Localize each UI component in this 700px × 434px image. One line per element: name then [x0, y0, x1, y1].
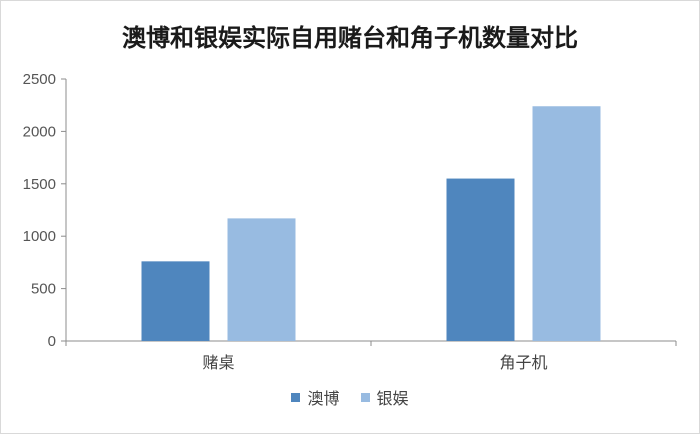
- y-tick-label: 500: [31, 281, 56, 298]
- x-category-label: 赌桌: [202, 353, 234, 372]
- y-tick-label: 1500: [23, 176, 56, 193]
- legend: 澳博 银娱: [0, 385, 700, 409]
- legend-label-yinyu: 银娱: [376, 389, 409, 408]
- y-tick-label: 0: [48, 333, 56, 350]
- chart-title: 澳博和银娱实际自用赌台和角子机数量对比: [122, 23, 578, 52]
- y-tick-label: 2000: [23, 123, 56, 140]
- bar: [532, 106, 601, 341]
- bar: [141, 261, 210, 341]
- bar: [227, 218, 296, 341]
- legend-swatch-aobo: [291, 392, 301, 402]
- y-tick-label: 2500: [23, 71, 56, 88]
- legend-label-aobo: 澳博: [307, 389, 340, 408]
- x-category-label: 角子机: [499, 353, 547, 372]
- y-tick-label: 1000: [23, 228, 56, 245]
- legend-item-aobo: 澳博: [291, 385, 339, 409]
- legend-swatch-yinyu: [360, 392, 370, 402]
- bar: [446, 178, 515, 341]
- legend-item-yinyu: 银娱: [360, 385, 409, 409]
